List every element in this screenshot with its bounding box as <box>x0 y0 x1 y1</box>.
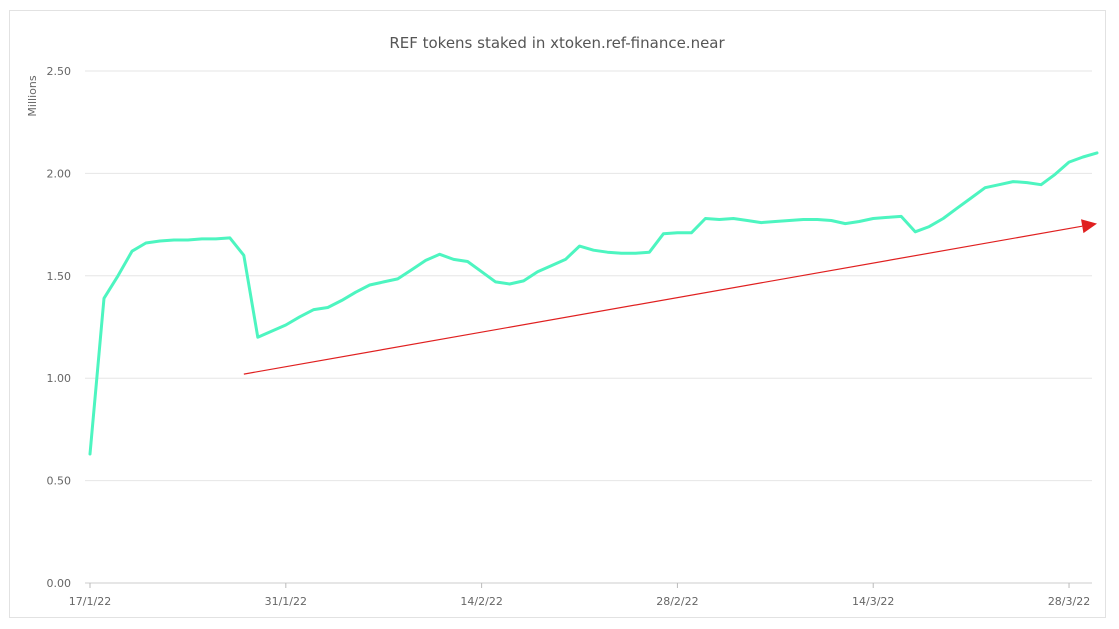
trend-arrow-line <box>243 225 1083 375</box>
x-tick-label: 31/1/22 <box>265 595 307 608</box>
chart-frame: 0.00 0.50 1.00 1.50 2.00 2.50 17/1/22 31/1/22 1… <box>9 10 1106 618</box>
y-tick-label: 2.50 <box>47 65 72 78</box>
y-tick-label: 1.00 <box>47 372 72 385</box>
series-line <box>88 151 1099 456</box>
x-tick-label: 28/2/22 <box>656 595 698 608</box>
x-tick-label: 14/3/22 <box>852 595 894 608</box>
x-axis: 17/1/22 31/1/22 14/2/22 28/2/22 14/3/22 28/3/… <box>69 582 1092 608</box>
y-axis: 0.00 0.50 1.00 1.50 2.00 2.50 <box>47 65 72 590</box>
y-axis-label: Millions <box>26 75 39 116</box>
y-tick-label: 0.50 <box>47 475 72 488</box>
x-tick-label: 17/1/22 <box>69 595 111 608</box>
y-tick-label: 2.00 <box>47 167 72 180</box>
x-tick-label: 28/3/22 <box>1048 595 1090 608</box>
y-tick-label: 1.50 <box>47 270 72 283</box>
gridlines <box>85 70 1092 584</box>
line-chart: 0.000.501.001.502.002.50 17/1/22 31/1/22 1… <box>26 34 1099 608</box>
x-tick-label: 14/2/22 <box>460 595 502 608</box>
annotation-layer <box>243 219 1097 375</box>
series-layer <box>88 151 1099 456</box>
y-tick-label: 0.00 <box>47 577 72 590</box>
trend-arrow-head <box>1081 219 1097 234</box>
chart-title: REF tokens staked in xtoken.ref-finance.… <box>389 34 725 52</box>
